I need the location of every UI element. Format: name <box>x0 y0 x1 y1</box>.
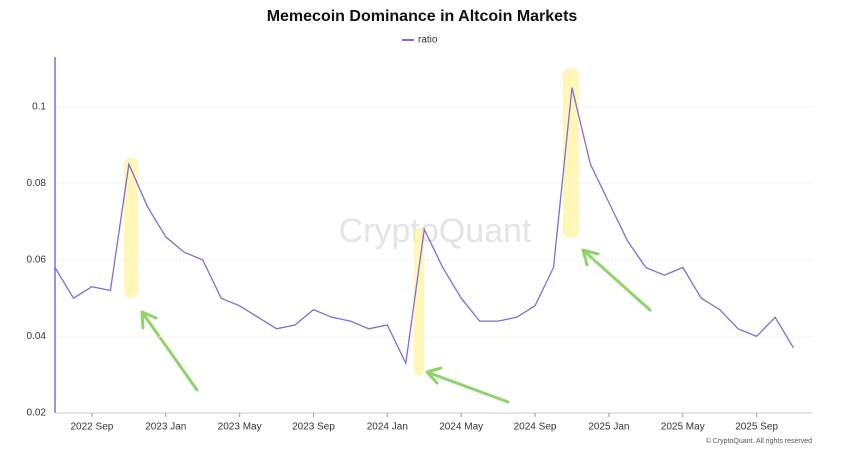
x-tick-label: 2025 Jan <box>588 422 629 433</box>
copyright: © CryptoQuant. All rights reserved <box>706 437 812 445</box>
y-tick-label: 0.08 <box>27 178 47 189</box>
x-tick-label: 2025 Sep <box>735 422 778 433</box>
x-tick-label: 2024 Jan <box>367 422 408 433</box>
x-tick-label: 2023 Jan <box>145 422 186 433</box>
line-series <box>54 87 795 366</box>
y-tick-label: 0.06 <box>27 255 47 266</box>
x-tick-label: 2022 Sep <box>71 422 114 433</box>
arrows <box>140 248 652 404</box>
x-tick-label: 2023 May <box>218 422 262 433</box>
x-tick-label: 2024 May <box>439 422 483 433</box>
y-tick-label: 0.1 <box>32 101 46 112</box>
y-tick-label: 0.02 <box>27 408 47 419</box>
legend-label: ratio <box>418 35 438 46</box>
x-tick-label: 2023 Sep <box>292 422 335 433</box>
x-tick-label: 2025 May <box>661 422 705 433</box>
y-tick-label: 0.04 <box>27 331 47 342</box>
watermark: CryptoQuant <box>339 212 532 250</box>
chart-title: Memecoin Dominance in Altcoin Markets <box>267 8 578 25</box>
x-tick-label: 2024 Sep <box>514 422 557 433</box>
highlights <box>124 68 579 376</box>
